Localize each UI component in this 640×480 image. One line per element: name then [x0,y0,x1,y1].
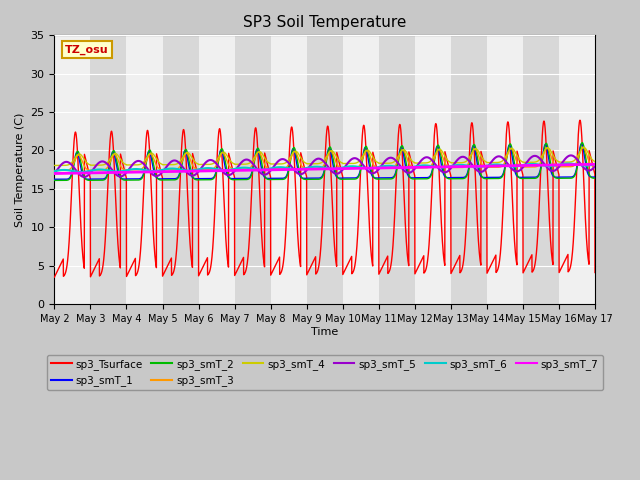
sp3_smT_3 [591,164,598,169]
sp3_smT_1 [387,175,394,180]
Line: sp3_smT_6: sp3_smT_6 [54,164,595,172]
sp3_smT_6 [202,165,209,171]
sp3_smT_5 [540,160,548,166]
sp3_smT_6 [77,169,85,175]
sp3_smT_3 [378,165,385,171]
sp3_smT_5 [202,160,209,166]
sp3_smT_7 [202,168,209,174]
sp3_smT_1 [166,176,174,182]
sp3_smT_1 [591,174,598,180]
sp3_Tsurface [540,119,547,124]
sp3_smT_2 [387,176,394,182]
sp3_smT_6 [591,161,598,167]
Line: sp3_Tsurface: sp3_Tsurface [54,120,595,277]
sp3_smT_2 [378,176,385,182]
sp3_smT_5 [567,153,575,158]
sp3_smT_7 [591,161,599,167]
Line: sp3_smT_3: sp3_smT_3 [54,147,595,170]
sp3_smT_4 [378,160,385,166]
Bar [451,36,487,304]
Bar [523,36,559,304]
sp3_smT_2 [166,177,174,183]
sp3_smT_5 [378,163,385,168]
sp3_smT_6 [166,166,174,171]
Line: sp3_smT_4: sp3_smT_4 [54,147,595,166]
sp3_smT_3 [591,164,599,169]
Line: sp3_smT_1: sp3_smT_1 [54,144,595,179]
sp3_smT_4 [202,162,209,168]
sp3_smT_5 [51,170,58,176]
sp3_smT_2 [540,150,547,156]
Bar [90,36,127,304]
sp3_smT_6 [51,168,58,174]
sp3_smT_1 [51,176,58,182]
sp3_smT_6 [378,164,385,169]
sp3_smT_6 [564,161,572,167]
Line: sp3_smT_2: sp3_smT_2 [54,143,595,180]
sp3_Tsurface [387,264,394,269]
Bar [379,36,415,304]
Bar [163,36,198,304]
Bar [307,36,343,304]
sp3_smT_2 [591,175,598,181]
sp3_smT_1 [591,174,599,180]
sp3_smT_7 [166,168,174,174]
sp3_smT_4 [387,160,394,166]
sp3_smT_7 [591,161,598,167]
sp3_smT_6 [591,161,599,167]
sp3_Tsurface [591,170,598,176]
sp3_smT_3 [540,151,547,157]
Legend: sp3_Tsurface, sp3_smT_1, sp3_smT_2, sp3_smT_3, sp3_smT_4, sp3_smT_5, sp3_smT_6, : sp3_Tsurface, sp3_smT_1, sp3_smT_2, sp3_… [47,355,603,390]
sp3_smT_5 [166,159,174,165]
sp3_smT_1 [540,147,547,153]
sp3_smT_3 [51,168,58,173]
sp3_smT_7 [51,170,58,176]
sp3_smT_7 [540,162,547,168]
sp3_smT_4 [540,150,547,156]
sp3_smT_2 [579,140,586,145]
sp3_smT_5 [81,174,88,180]
sp3_smT_4 [580,144,588,150]
sp3_smT_6 [387,163,395,169]
sp3_Tsurface [202,259,209,265]
sp3_smT_1 [378,175,385,181]
sp3_smT_3 [202,167,209,172]
sp3_Tsurface [166,258,174,264]
sp3_smT_5 [591,164,599,169]
Line: sp3_smT_5: sp3_smT_5 [54,156,595,177]
sp3_smT_2 [202,177,209,183]
sp3_smT_4 [166,162,174,168]
sp3_Tsurface [591,270,599,276]
sp3_smT_7 [378,165,385,171]
sp3_smT_3 [166,167,174,172]
Text: TZ_osu: TZ_osu [65,45,109,55]
sp3_smT_3 [387,165,394,171]
sp3_smT_4 [591,158,598,164]
X-axis label: Time: Time [311,326,339,336]
sp3_smT_2 [51,178,58,183]
sp3_smT_1 [202,176,209,181]
sp3_Tsurface [576,117,584,123]
sp3_smT_3 [579,144,587,150]
sp3_Tsurface [378,266,385,272]
sp3_smT_7 [387,165,394,171]
Y-axis label: Soil Temperature (C): Soil Temperature (C) [15,112,25,227]
sp3_smT_4 [51,163,58,168]
Bar [235,36,271,304]
sp3_smT_1 [578,141,586,147]
sp3_smT_6 [540,163,548,168]
sp3_smT_4 [591,159,599,165]
Title: SP3 Soil Temperature: SP3 Soil Temperature [243,15,406,30]
sp3_smT_2 [591,175,599,181]
Line: sp3_smT_7: sp3_smT_7 [54,164,595,173]
sp3_smT_5 [387,155,395,161]
sp3_Tsurface [51,274,58,280]
sp3_smT_5 [591,164,598,169]
